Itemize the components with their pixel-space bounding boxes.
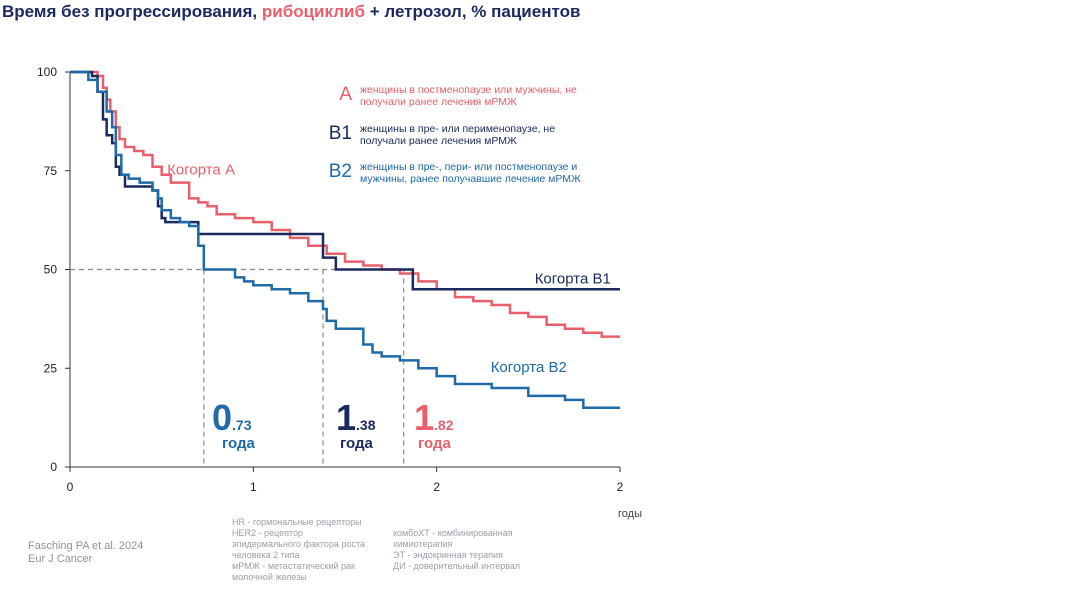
legend-key-b1: B1 [328,123,352,144]
median-b2-int: 0 [212,397,233,438]
chart-title: Время без прогрессирования, рибоциклиб +… [2,2,580,22]
source-line: Eur J Cancer [28,553,93,565]
title-prefix: Время без прогрессирования, [2,2,258,21]
series-cohort-a-label: Когорта А [167,162,235,179]
median-a-label: 1.82 года [414,400,454,452]
median-b1-label: 1.38 года [336,400,376,452]
legend-item-b1: B1 женщины в пре- или перименопаузе, не … [312,123,580,147]
y-tick-label: 25 [44,361,58,375]
x-tick-label: 2 [433,480,440,494]
footnote-line: ЭТ - эндокринная терапия [393,550,503,560]
title-suffix: + летрозол, % пациентов [369,2,581,21]
footnote-right: комбоХТ - комбинированная химиотерапия Э… [393,528,520,572]
footnote-line: эпидермального фактора роста [232,539,365,549]
median-b2-dec: .73 [232,417,252,433]
median-b1-unit: года [340,435,373,452]
footnote-line: человека 2 типа [232,550,300,560]
footnote-line: HR - гормональные рецепторы [232,517,362,527]
footnote-line: ДИ - доверительный интервал [393,561,521,571]
median-a-int: 1 [414,397,435,438]
x-tick-label: 0 [67,480,74,494]
footnote-line: HER2 - рецептор [232,528,303,538]
footnote-line: комбоХТ - комбинированная [393,528,513,538]
y-tick-label: 0 [50,460,57,474]
median-b1-dec: .38 [356,417,376,433]
legend-item-b2: B2 женщины в пре-, пери- или постменопау… [312,161,610,185]
median-a-dec: .82 [434,417,454,433]
legend-text-b1: женщины в пре- или перименопаузе, не пол… [360,123,556,147]
title-highlight: рибоциклиб [261,2,365,21]
y-tick-label: 100 [37,65,57,79]
legend-key-b2: B2 [328,161,352,182]
footnote-line: молочной железы [232,572,307,582]
legend-text-b2: женщины в пре-, пери- или постменопаузе … [360,161,581,185]
x-tick-label: 2 [617,480,624,494]
series-cohort-a [70,70,620,338]
footnote-left: HR - гормональные рецепторы HER2 - рецеп… [232,517,365,583]
x-tick-label: 1 [250,480,257,494]
series-cohort-b2-label: Когорта B2 [491,359,567,376]
series-cohort-b2 [70,70,620,409]
median-b2-label: 0.73 года [212,400,255,452]
legend-text-a: женщины в постменопаузе или мужчины, не … [360,84,577,108]
median-b2-unit: года [222,435,255,452]
legend-item-a: A женщины в постменопаузе или мужчины, н… [312,84,600,108]
legend-key-a: A [339,84,352,105]
series-cohort-b1-label: Когорта B1 [535,270,611,287]
source-citation: Fasching PA et al. 2024 Eur J Cancer [28,540,143,566]
source-line: Fasching PA et al. 2024 [28,540,144,552]
footnote-line: химиотерапия [393,539,453,549]
footnote-line: мРМЖ - метастатический рак [232,561,355,571]
y-tick-label: 50 [44,263,58,277]
x-axis-label: годы [618,508,642,520]
median-b1-int: 1 [336,397,357,438]
y-tick-label: 75 [44,164,58,178]
median-a-unit: года [418,435,451,452]
